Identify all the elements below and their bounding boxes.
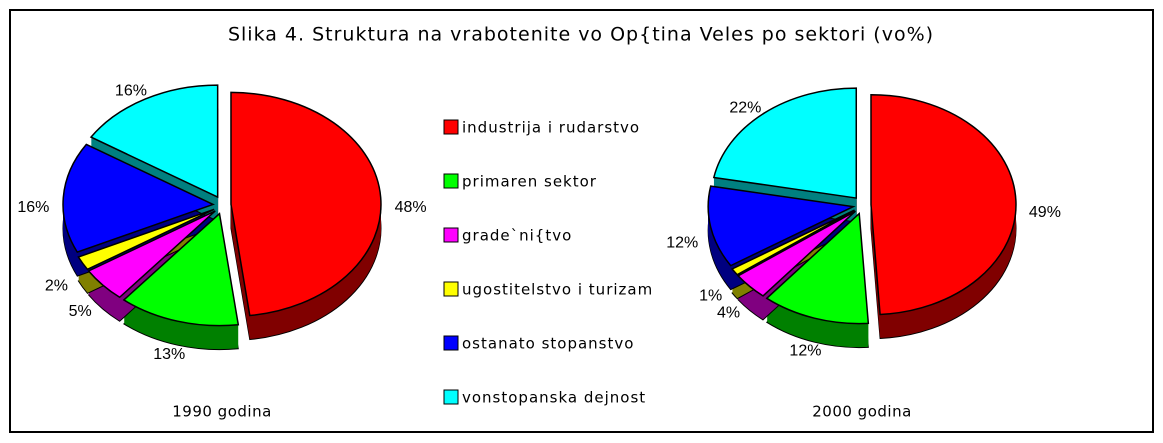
value-label: 16% bbox=[115, 83, 147, 100]
chart-title: Slika 4. Struktura na vrabotenite vo Op{… bbox=[228, 24, 934, 46]
pie-slice bbox=[736, 210, 856, 297]
pie-slice bbox=[122, 212, 240, 327]
pie-label: 1990 godina bbox=[172, 403, 272, 421]
legend-swatch bbox=[443, 389, 459, 405]
value-label: 49% bbox=[1029, 204, 1061, 221]
legend-swatch bbox=[443, 281, 459, 297]
pie-slice bbox=[712, 87, 858, 199]
legend-label: primaren sektor bbox=[462, 173, 597, 191]
pie-slice bbox=[707, 185, 856, 267]
value-label: 48% bbox=[395, 199, 427, 216]
value-label: 22% bbox=[729, 100, 761, 117]
value-label: 1% bbox=[699, 287, 722, 304]
value-label: 5% bbox=[69, 303, 92, 320]
legend-swatch bbox=[443, 227, 459, 243]
legend-swatch bbox=[443, 335, 459, 351]
value-label: 2% bbox=[45, 277, 68, 294]
legend-label: vonstopanska dejnost bbox=[462, 389, 646, 407]
value-label: 16% bbox=[17, 199, 49, 216]
legend-label: industrija i rudarstvo bbox=[462, 119, 640, 137]
value-label: 12% bbox=[666, 235, 698, 252]
pie-slice bbox=[730, 209, 855, 276]
legend-label: ugostitelstvo i turizam bbox=[462, 281, 653, 299]
value-label: 13% bbox=[153, 346, 185, 363]
legend-swatch bbox=[443, 173, 459, 189]
pie-slice bbox=[230, 91, 382, 317]
legend-label: grade`ni{tvo bbox=[462, 227, 572, 245]
pie-label: 2000 godina bbox=[812, 403, 912, 421]
legend-swatch bbox=[443, 119, 459, 135]
pie-slice bbox=[89, 84, 219, 199]
pie-slice bbox=[62, 143, 215, 254]
pie-slice bbox=[870, 93, 1017, 316]
pie-slice bbox=[87, 210, 216, 299]
pie-slice bbox=[765, 211, 870, 325]
value-label: 12% bbox=[789, 342, 821, 359]
pie-slice bbox=[77, 208, 215, 271]
value-label: 4% bbox=[717, 305, 740, 322]
legend-label: ostanato stopanstvo bbox=[462, 335, 634, 353]
